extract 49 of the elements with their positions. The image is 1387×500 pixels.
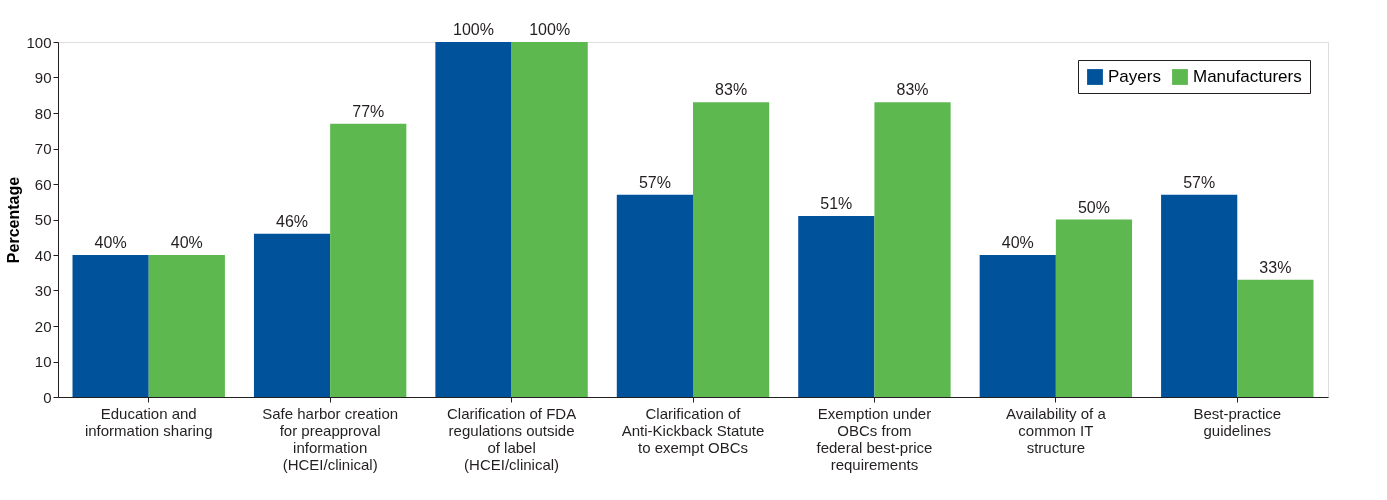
x-tick-label: Safe harbor creation for preapproval information (HCEI/clinical): [262, 404, 399, 473]
y-tick-label: 40: [34, 246, 52, 264]
y-tick-label: 70: [34, 140, 52, 157]
data-label: 77%: [352, 102, 385, 120]
data-label: 51%: [820, 194, 853, 212]
bar: [435, 42, 512, 397]
y-axis-title: Percentage: [5, 176, 23, 264]
x-tick-label: Exemption under OBCs from federal best-price requirements: [816, 404, 933, 473]
data-label: 83%: [715, 81, 748, 99]
y-tick-label: 60: [34, 175, 52, 193]
bar: [693, 102, 770, 397]
y-tick-label: 0: [43, 388, 52, 406]
bar: [1055, 219, 1133, 397]
bar: [1237, 279, 1314, 397]
y-tick-label: 100: [26, 33, 52, 51]
y-tick-label: 30: [34, 282, 52, 299]
bar: [1161, 194, 1238, 397]
bar: [72, 255, 149, 397]
bar: [253, 233, 331, 397]
data-label: 57%: [1183, 173, 1216, 191]
bar: [330, 123, 407, 397]
x-tick-label: Clarification of FDA regulations outside of label (HCEI/clinical): [446, 404, 577, 473]
x-tick-label: Best-practice guidelines: [1193, 404, 1282, 439]
x-tick-label: Education and information sharing: [84, 404, 213, 439]
y-tick-label: 20: [34, 317, 52, 335]
data-label: 83%: [896, 81, 929, 99]
data-label: 40%: [170, 234, 203, 251]
data-label: 57%: [638, 173, 671, 191]
data-label: 100%: [529, 21, 571, 38]
data-label: 46%: [276, 212, 309, 230]
y-tick-label: 10: [34, 353, 52, 370]
bar: [616, 194, 693, 397]
y-tick-label: 50: [34, 211, 52, 228]
bar: [148, 255, 225, 397]
data-label: 40%: [1001, 234, 1034, 251]
bar: [798, 215, 875, 397]
data-label: 33%: [1259, 258, 1292, 276]
data-label: 40%: [94, 234, 127, 251]
legend-label: Manufacturers: [1193, 67, 1302, 86]
x-tick-label: Availability of a common IT structure: [1005, 404, 1107, 456]
bar: [874, 102, 951, 397]
legend-label: Payers: [1108, 67, 1161, 86]
y-tick-label: 80: [34, 104, 52, 122]
data-label: 50%: [1077, 198, 1110, 216]
bar: [511, 42, 588, 397]
x-tick-label: Clarification of Anti-Kickback Statute to exempt OBCs: [621, 404, 765, 456]
y-tick-label: 90: [34, 69, 52, 86]
bar: [979, 255, 1056, 397]
data-label: 100%: [453, 21, 494, 38]
